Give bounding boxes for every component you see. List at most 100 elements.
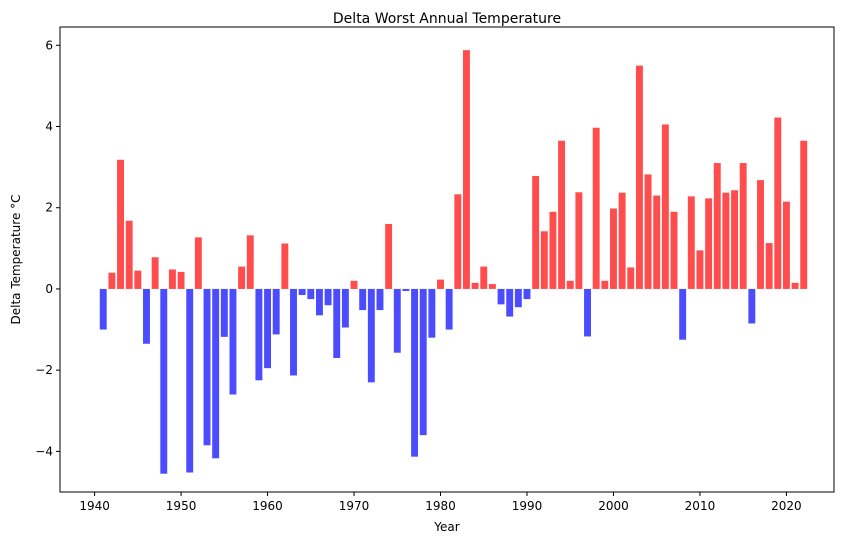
bar-1992 <box>540 231 548 289</box>
bar-1941 <box>99 288 107 330</box>
bar-2011 <box>705 198 713 289</box>
bar-1947 <box>151 257 159 289</box>
bar-2009 <box>687 196 695 289</box>
bar-1998 <box>592 127 600 289</box>
bar-2007 <box>670 211 678 289</box>
bar-2015 <box>739 163 747 289</box>
bar-1973 <box>376 288 384 311</box>
bar-2019 <box>774 117 782 289</box>
x-tick-label: 2000 <box>598 499 629 513</box>
y-axis: −4 −2 0 2 4 6 <box>35 38 60 458</box>
x-axis-title: Year <box>433 520 459 534</box>
bar-2012 <box>713 163 721 289</box>
bar-1945 <box>134 270 142 289</box>
bar-1967 <box>324 288 332 306</box>
bar-1988 <box>506 288 514 317</box>
bar-1958 <box>246 235 254 289</box>
bar-2018 <box>765 243 773 289</box>
bar-2021 <box>791 282 799 289</box>
bar-1965 <box>307 288 315 300</box>
plot-frame <box>59 26 835 493</box>
bar-1944 <box>125 220 133 289</box>
bar-1999 <box>601 280 609 289</box>
bar-1982 <box>454 194 462 289</box>
bar-1953 <box>203 288 211 446</box>
bar-2004 <box>644 174 652 289</box>
bar-2013 <box>722 192 730 289</box>
bar-1969 <box>341 288 349 328</box>
bar-1978 <box>419 288 427 436</box>
bar-1964 <box>298 288 306 296</box>
bar-1950 <box>177 271 185 289</box>
bar-1961 <box>272 288 280 335</box>
bar-1996 <box>575 192 583 289</box>
bar-2006 <box>661 124 669 289</box>
bar-1986 <box>488 284 496 289</box>
bar-2001 <box>618 192 626 289</box>
bar-1974 <box>385 223 393 289</box>
bar-1981 <box>445 288 453 330</box>
bar-1976 <box>402 288 410 291</box>
x-tick-label: 1990 <box>512 499 543 513</box>
x-tick-label: 2020 <box>771 499 802 513</box>
bar-1946 <box>143 288 150 344</box>
bar-2010 <box>696 250 704 289</box>
bar-1970 <box>350 280 358 289</box>
bar-2014 <box>731 190 739 289</box>
y-tick-label: 2 <box>45 201 53 215</box>
bar-1984 <box>471 282 479 289</box>
bar-1966 <box>315 288 323 316</box>
bar-2020 <box>782 201 790 289</box>
bar-1980 <box>437 279 444 289</box>
bar-1955 <box>220 288 228 337</box>
bar-1962 <box>281 243 289 289</box>
bar-2005 <box>653 195 661 289</box>
bar-1987 <box>497 288 505 305</box>
bar-2003 <box>635 65 643 289</box>
bar-1993 <box>549 211 557 289</box>
x-tick-label: 2010 <box>685 499 716 513</box>
bar-1954 <box>212 288 220 459</box>
bar-1949 <box>168 269 176 289</box>
y-axis-title: Delta Temperature °C <box>9 194 23 324</box>
bar-2022 <box>800 140 808 289</box>
bar-1990 <box>523 288 531 300</box>
x-tick-label: 1940 <box>79 499 110 513</box>
bar-1972 <box>367 288 375 383</box>
bar-1977 <box>411 288 419 457</box>
bar-1968 <box>333 288 341 358</box>
bar-1942 <box>108 272 116 289</box>
y-tick-label: −2 <box>35 363 53 377</box>
bar-2016 <box>748 288 756 324</box>
bar-2002 <box>627 267 635 289</box>
bar-1959 <box>255 288 263 381</box>
bar-1985 <box>480 266 488 289</box>
bar-1948 <box>160 288 168 474</box>
bar-2017 <box>757 180 764 289</box>
y-tick-label: 4 <box>45 119 53 133</box>
bar-1971 <box>359 288 367 311</box>
bar-1994 <box>558 140 566 289</box>
y-tick-label: 0 <box>45 282 53 296</box>
bar-1979 <box>428 288 436 338</box>
bar-1975 <box>393 288 401 353</box>
x-tick-label: 1960 <box>252 499 283 513</box>
bars-group <box>99 50 808 474</box>
bar-1989 <box>514 288 522 308</box>
bar-1943 <box>117 159 124 289</box>
bar-2008 <box>679 288 687 340</box>
bar-1952 <box>194 237 202 289</box>
bar-1951 <box>186 288 194 473</box>
bar-2000 <box>610 208 617 289</box>
bar-1983 <box>462 50 470 289</box>
chart-title: Delta Worst Annual Temperature <box>333 11 561 27</box>
x-tick-label: 1970 <box>339 499 370 513</box>
bar-1995 <box>566 280 574 289</box>
bar-1991 <box>532 176 540 289</box>
bar-1956 <box>229 288 237 395</box>
bar-1960 <box>264 288 272 369</box>
x-tick-label: 1980 <box>425 499 456 513</box>
y-tick-label: 6 <box>45 38 53 52</box>
bar-1963 <box>290 288 297 376</box>
